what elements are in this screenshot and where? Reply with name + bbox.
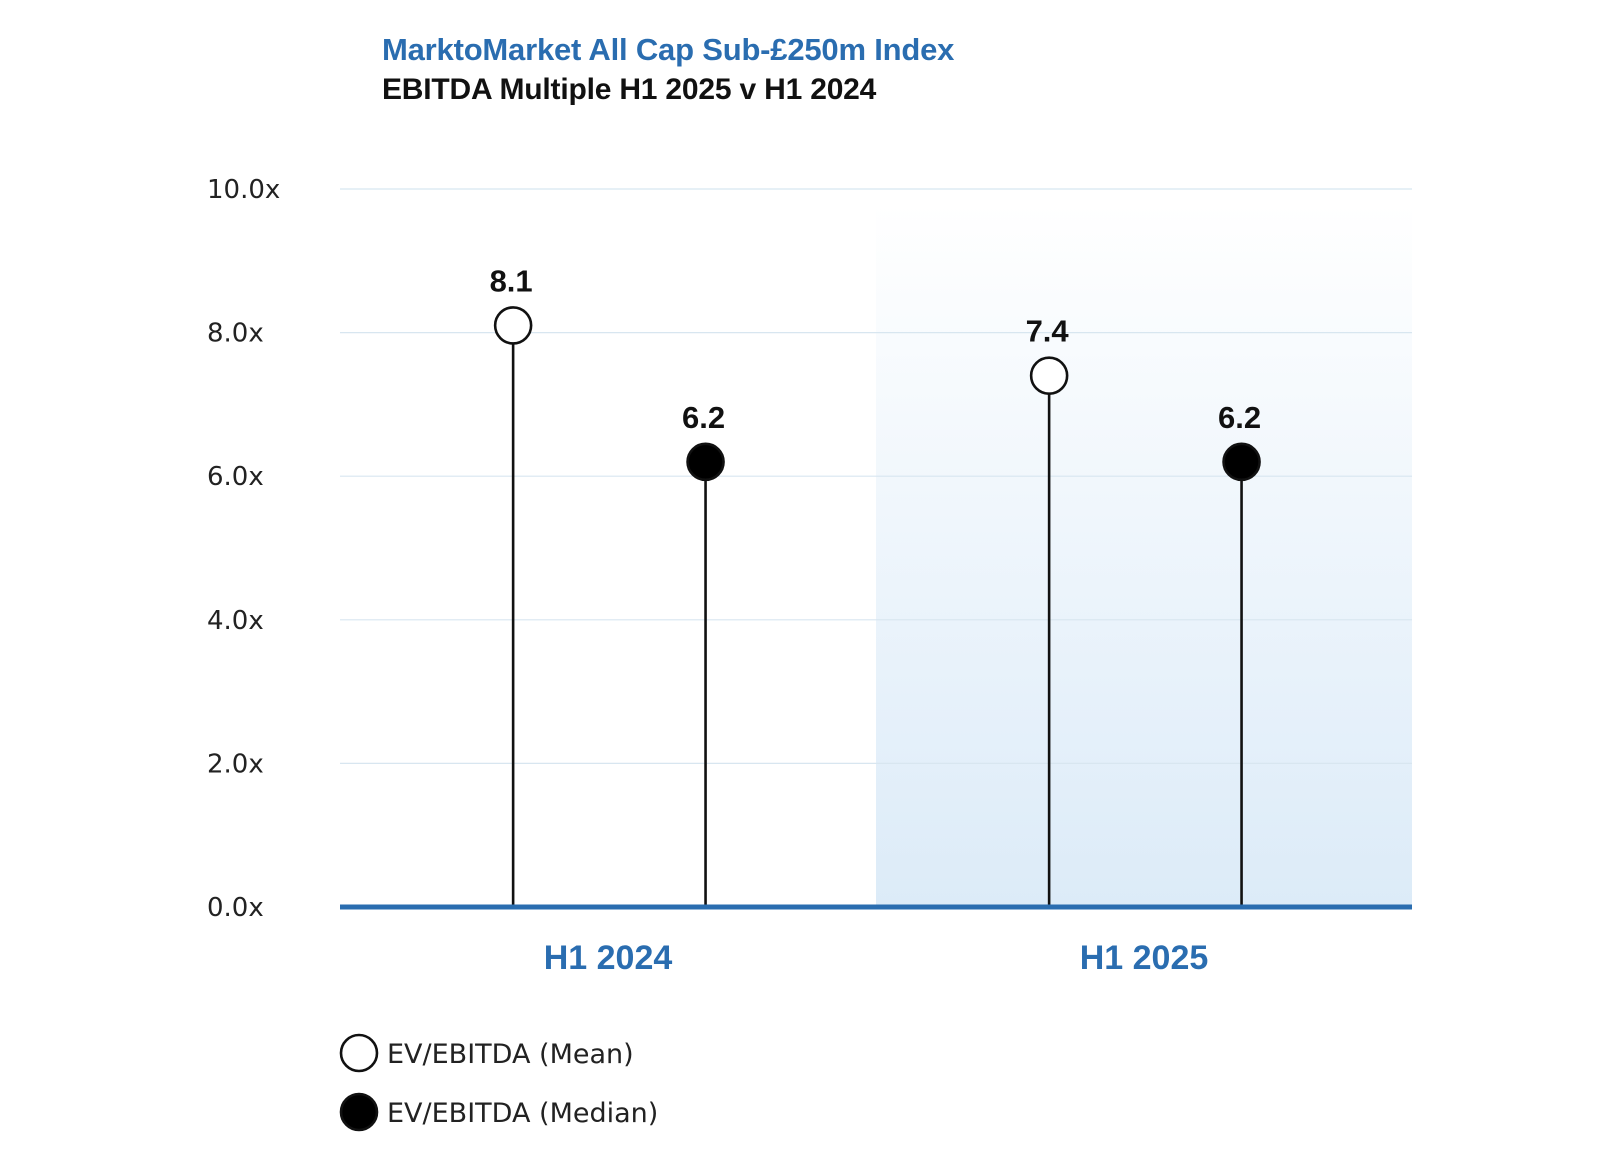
median-marker bbox=[1222, 442, 1261, 482]
x-category-label: H1 2025 bbox=[1080, 939, 1209, 977]
data-label: 6.2 bbox=[1218, 400, 1261, 435]
y-tick-label: 2.0x bbox=[207, 749, 264, 779]
y-tick-label: 6.0x bbox=[207, 462, 264, 492]
stems bbox=[511, 325, 1243, 907]
y-tick-label: 0.0x bbox=[207, 893, 264, 923]
markers bbox=[493, 306, 1261, 482]
legend-marker bbox=[339, 1092, 379, 1132]
chart-subtitle: EBITDA Multiple H1 2025 v H1 2024 bbox=[382, 73, 877, 106]
y-tick-label: 10.0x bbox=[207, 175, 280, 205]
legend-label: EV/EBITDA (Mean) bbox=[387, 1039, 634, 1070]
x-category-label: H1 2024 bbox=[544, 939, 673, 977]
data-labels: 8.1 6.2 7.4 6.2 bbox=[490, 263, 1262, 434]
legend: EV/EBITDA (Mean) EV/EBITDA (Median) bbox=[339, 1033, 658, 1132]
data-label: 8.1 bbox=[490, 263, 533, 298]
median-marker bbox=[686, 442, 725, 482]
data-label: 6.2 bbox=[682, 400, 725, 435]
legend-marker bbox=[339, 1033, 379, 1073]
mean-marker bbox=[1029, 356, 1069, 395]
x-axis-categories: H1 2024 H1 2025 bbox=[544, 939, 1209, 977]
y-axis-ticks: 0.0x 2.0x 4.0x 6.0x 8.0x 10.0x bbox=[207, 175, 280, 923]
y-tick-label: 4.0x bbox=[207, 606, 264, 636]
y-tick-label: 8.0x bbox=[207, 319, 264, 349]
data-label: 7.4 bbox=[1026, 314, 1070, 349]
mean-marker bbox=[493, 306, 533, 345]
chart-title: MarktoMarket All Cap Sub-£250m Index bbox=[382, 32, 955, 67]
highlight-band-h1-2025 bbox=[876, 204, 1412, 907]
legend-label: EV/EBITDA (Median) bbox=[387, 1098, 658, 1129]
